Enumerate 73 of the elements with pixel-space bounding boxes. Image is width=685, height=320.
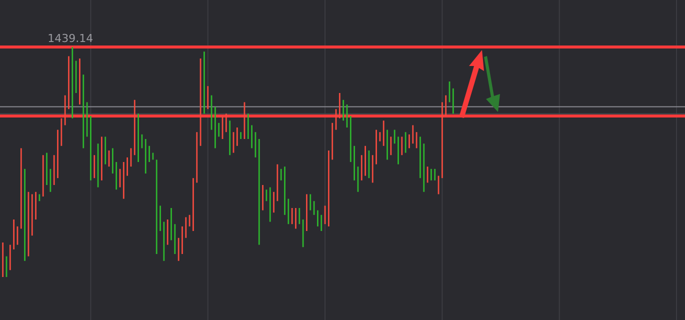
candlestick — [350, 116, 352, 162]
candlestick — [20, 148, 22, 229]
candlestick — [116, 162, 118, 190]
candlestick — [328, 150, 330, 226]
candlestick — [134, 100, 136, 156]
candlestick — [302, 220, 304, 248]
candlestick — [13, 220, 15, 250]
candlestick — [38, 194, 40, 202]
candlestick — [112, 148, 114, 174]
candlestick — [144, 139, 146, 174]
candlestick — [320, 214, 322, 231]
candlestick — [94, 155, 96, 178]
candlestick — [372, 155, 374, 183]
candlestick — [404, 132, 406, 153]
candlestick — [60, 118, 62, 146]
candlestick — [72, 47, 74, 118]
candlestick — [100, 136, 102, 180]
candlestick — [152, 152, 154, 160]
candlestick — [53, 155, 55, 185]
candlestick — [229, 120, 231, 156]
candlestick — [412, 125, 414, 144]
candlestick — [75, 60, 77, 93]
candlestick — [382, 120, 384, 146]
candlestick — [342, 100, 344, 121]
candlestick — [394, 130, 396, 144]
candlestick — [9, 244, 11, 270]
candlestick — [266, 190, 268, 202]
candlestick — [196, 132, 198, 183]
candlestick — [218, 122, 220, 137]
candlestick — [104, 136, 106, 164]
candlestick — [163, 222, 165, 261]
candlestick — [240, 132, 242, 139]
candlestick — [434, 168, 436, 180]
candlestick — [156, 160, 158, 254]
candlestick — [185, 217, 187, 238]
candlestick — [50, 168, 52, 192]
candlestick — [258, 139, 260, 245]
candlestick — [332, 122, 334, 160]
candlestick — [207, 86, 209, 110]
candlestick — [288, 198, 290, 224]
candlestick — [416, 132, 418, 148]
candlestick — [247, 114, 249, 139]
annotation: 1439.14 — [48, 32, 94, 45]
candlestick — [174, 224, 176, 254]
candlestick — [390, 136, 392, 156]
candlestick — [310, 194, 312, 210]
candlestick — [338, 93, 340, 118]
candlestick — [31, 194, 33, 236]
candlestick — [401, 136, 403, 156]
candlestick — [269, 187, 271, 222]
candlestick — [214, 106, 216, 148]
candlestick — [445, 95, 447, 116]
candlestick — [82, 74, 84, 148]
candlestick — [178, 238, 180, 261]
candlestick — [166, 220, 168, 245]
candlestick — [2, 242, 4, 277]
candlestick — [188, 214, 190, 226]
candlestick — [42, 155, 44, 196]
candlestick — [225, 114, 227, 132]
candlestick — [236, 128, 238, 146]
candlestick — [452, 88, 454, 114]
candlestick — [441, 102, 443, 178]
candlestick — [126, 157, 128, 176]
candlestick — [122, 162, 124, 199]
candlestick — [64, 95, 66, 126]
candlestick — [360, 155, 362, 180]
candlestick — [276, 164, 278, 202]
candlestick — [298, 208, 300, 224]
candlestick — [280, 168, 282, 180]
candlestick — [379, 132, 381, 142]
candlestick — [354, 146, 356, 180]
candlestick — [423, 144, 425, 192]
candlestick — [291, 208, 293, 224]
